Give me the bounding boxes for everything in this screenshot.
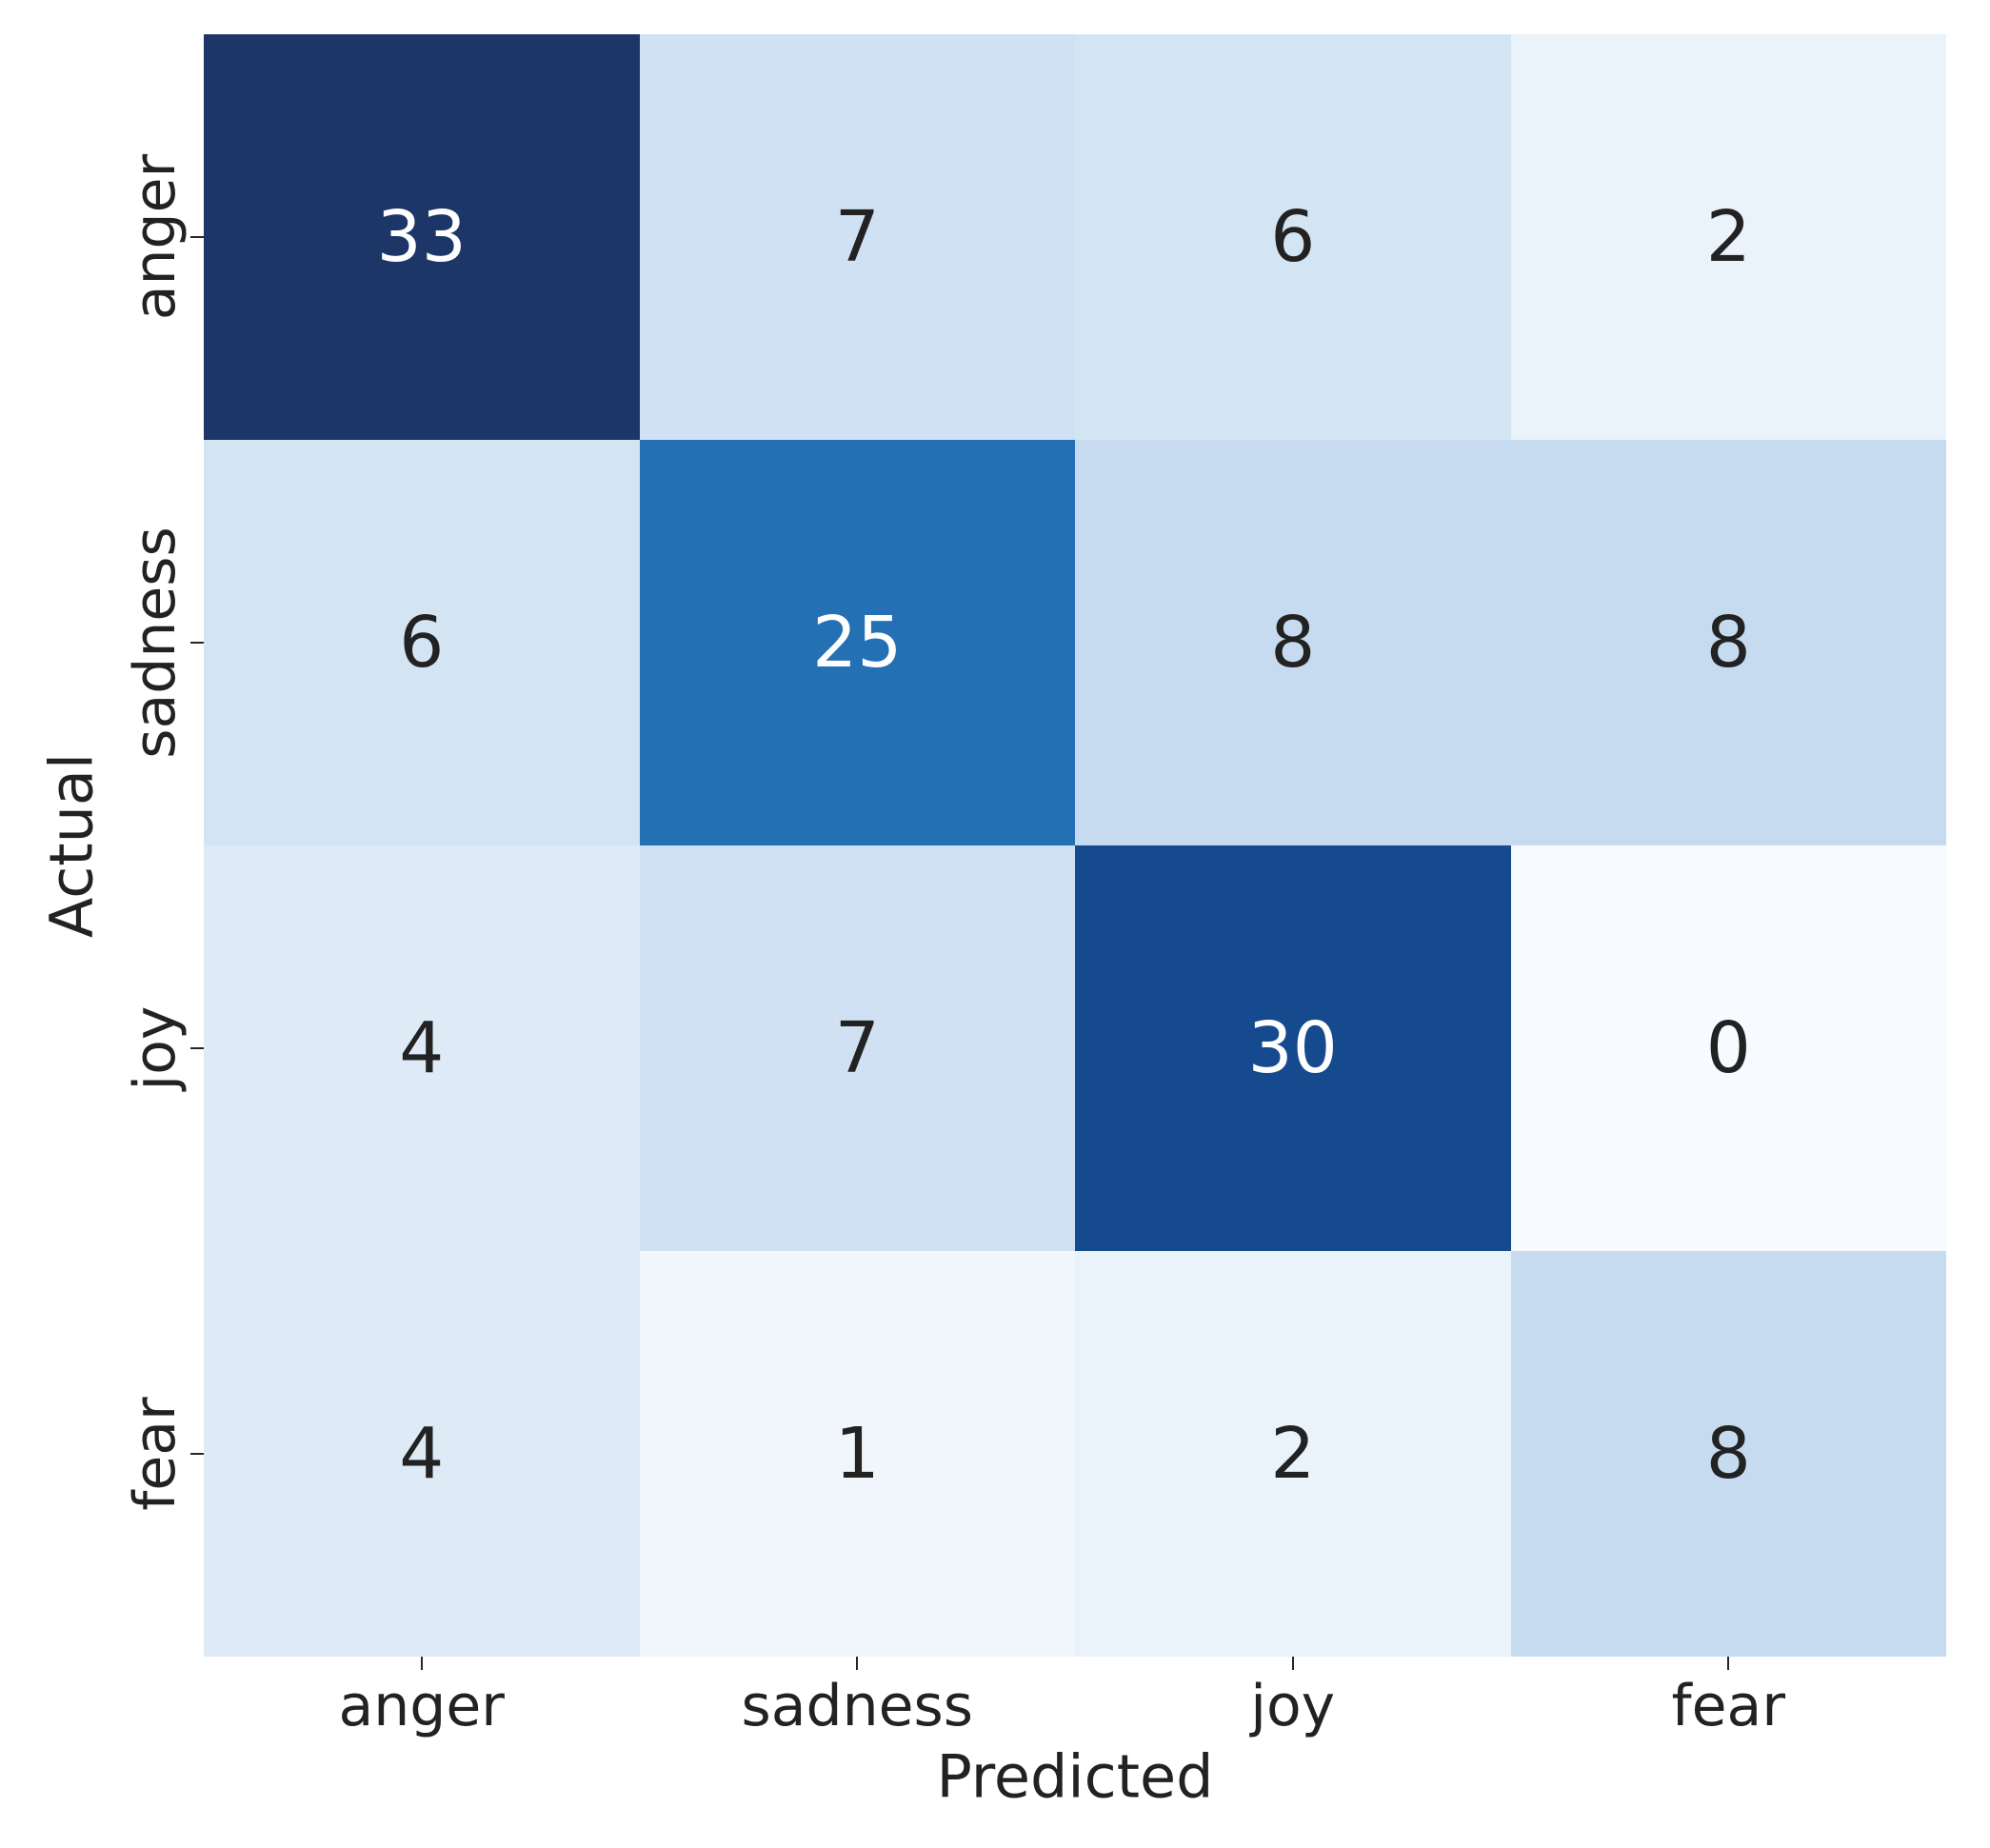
heatmap-cell: 8 [1510, 1251, 1946, 1657]
cell-value: 25 [812, 602, 903, 684]
cell-value: 8 [1705, 602, 1751, 684]
x-tick-label: joy [1250, 1673, 1336, 1739]
heatmap-cell: 4 [204, 1251, 640, 1657]
cell-value: 6 [1270, 196, 1316, 278]
heatmap-cell: 2 [1075, 1251, 1511, 1657]
heatmap-cell: 33 [204, 34, 640, 440]
cell-value: 8 [1270, 602, 1316, 684]
cell-value: 8 [1705, 1413, 1751, 1495]
x-axis-label: Predicted [936, 1741, 1214, 1812]
x-tick-label: sadness [741, 1673, 974, 1739]
heatmap-cell: 1 [639, 1251, 1075, 1657]
y-tick-label: anger [122, 153, 189, 321]
heatmap-cell: 7 [639, 34, 1075, 440]
cell-value: 0 [1705, 1007, 1751, 1089]
y-tick-mark [190, 236, 204, 238]
y-tick-label: fear [122, 1397, 189, 1511]
cell-value: 6 [399, 602, 445, 684]
cell-value: 7 [834, 1007, 880, 1089]
cell-value: 30 [1247, 1007, 1338, 1089]
heatmap-cell: 8 [1510, 440, 1946, 845]
heatmap-cell: 6 [204, 440, 640, 845]
cell-value: 33 [376, 196, 467, 278]
x-tick-mark [1727, 1657, 1730, 1670]
heatmap-cell: 8 [1075, 440, 1511, 845]
y-tick-label: sadness [122, 527, 189, 759]
cell-value: 2 [1705, 196, 1751, 278]
y-axis-label: Actual [36, 752, 107, 939]
x-tick-mark [420, 1657, 423, 1670]
x-tick-mark [1291, 1657, 1294, 1670]
cell-value: 7 [834, 196, 880, 278]
cell-value: 4 [399, 1413, 445, 1495]
x-tick-mark [856, 1657, 859, 1670]
heatmap-cell: 30 [1075, 845, 1511, 1251]
x-tick-label: anger [338, 1673, 505, 1739]
y-tick-mark [190, 1453, 204, 1455]
heatmap-cell: 6 [1075, 34, 1511, 440]
x-tick-label: fear [1671, 1673, 1785, 1739]
y-tick-mark [190, 1047, 204, 1049]
heatmap-cell: 7 [639, 845, 1075, 1251]
cell-value: 2 [1270, 1413, 1316, 1495]
cell-value: 4 [399, 1007, 445, 1089]
y-tick-mark [190, 642, 204, 644]
cell-value: 1 [834, 1413, 880, 1495]
heatmap-cell: 2 [1510, 34, 1946, 440]
heatmap-cell: 4 [204, 845, 640, 1251]
heatmap-cell: 0 [1510, 845, 1946, 1251]
y-tick-label: joy [122, 1005, 189, 1091]
heatmap-grid: 33 7 6 2 6 25 8 8 4 7 30 0 4 1 2 8 [204, 34, 1946, 1657]
heatmap-cell: 25 [639, 440, 1075, 845]
